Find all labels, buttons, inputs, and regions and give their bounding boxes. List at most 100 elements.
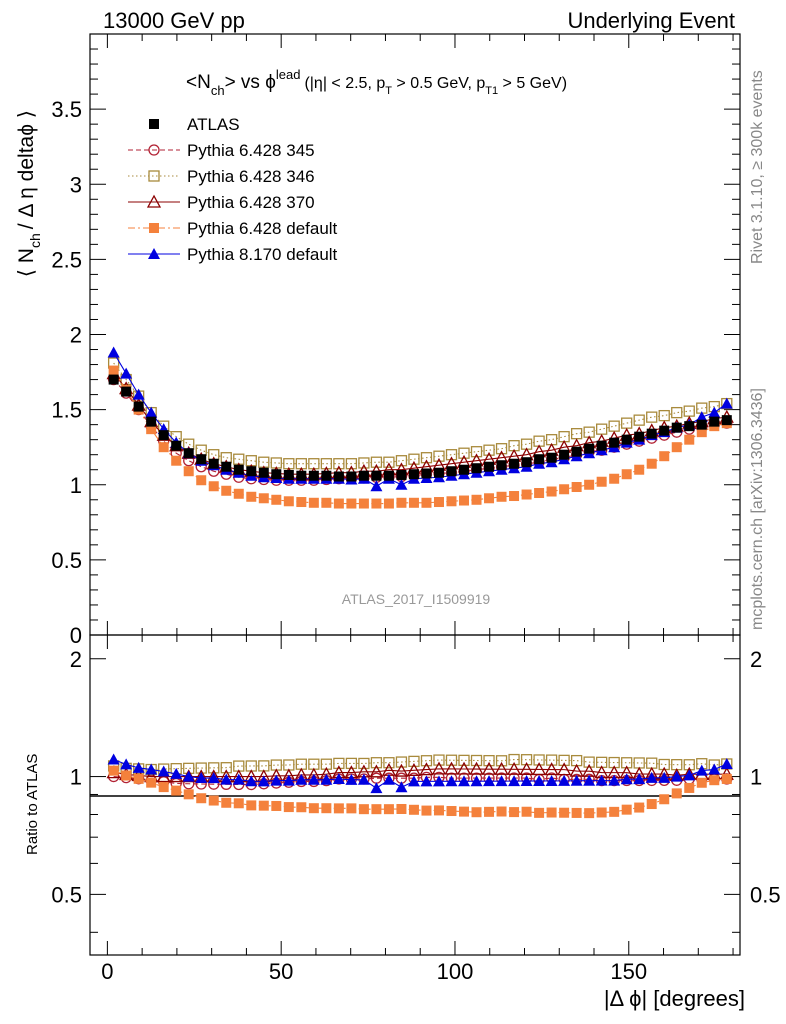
legend-label: Pythia 6.428 370 xyxy=(187,193,315,212)
legend-item: ATLAS xyxy=(149,115,240,134)
ratio-point xyxy=(645,771,658,783)
ratio-point xyxy=(495,775,508,787)
data-point xyxy=(120,367,133,379)
data-point xyxy=(145,406,158,418)
data-point xyxy=(659,451,670,462)
data-point xyxy=(534,488,545,499)
ratio-point xyxy=(519,761,534,775)
data-point xyxy=(383,456,395,468)
data-point xyxy=(308,497,319,508)
data-point xyxy=(196,454,207,465)
ratio-point xyxy=(470,754,483,767)
data-point xyxy=(146,416,157,427)
data-point xyxy=(395,478,408,490)
data-point xyxy=(158,442,169,453)
ratio-point xyxy=(484,806,495,817)
legend-item: Pythia 6.428 default xyxy=(128,219,338,238)
ratio-point xyxy=(245,775,258,787)
mcplots-label: mcplots.cern.ch [arXiv:1306.3436] xyxy=(749,388,766,630)
ratio-point xyxy=(696,777,707,788)
data-point xyxy=(433,497,444,508)
ratio-point xyxy=(557,762,572,776)
data-point xyxy=(233,464,244,475)
data-point xyxy=(345,458,358,470)
ratio-point xyxy=(720,757,733,769)
ratio-point xyxy=(633,773,646,785)
data-point xyxy=(433,450,445,462)
series-atlas xyxy=(108,374,732,482)
ratio-point xyxy=(444,761,459,775)
ratio-series xyxy=(106,753,734,819)
ratio-point xyxy=(558,774,571,786)
ratio-point xyxy=(182,770,195,782)
ratio-point xyxy=(333,803,344,814)
ratio-point xyxy=(406,762,422,776)
data-point xyxy=(633,414,645,426)
y-tick-label: 0 xyxy=(70,623,82,648)
ratio-point xyxy=(671,788,682,799)
data-point xyxy=(521,489,532,500)
data-point xyxy=(408,497,419,508)
ratio-panel-frame xyxy=(89,634,741,956)
y-tick-label: 2 xyxy=(70,323,82,348)
ratio-point xyxy=(183,789,194,800)
data-point xyxy=(471,463,482,474)
data-point xyxy=(132,388,145,400)
ratio-point xyxy=(483,775,496,787)
data-point xyxy=(296,470,307,481)
data-point xyxy=(671,422,682,433)
ratio-point xyxy=(584,808,595,819)
data-point xyxy=(308,470,319,481)
data-point xyxy=(208,481,219,492)
data-point xyxy=(258,467,269,478)
ratio-point xyxy=(559,807,570,818)
ratio-point xyxy=(346,803,357,814)
ratio-point xyxy=(658,758,670,771)
ratio-y-tick-label-right: 0.5 xyxy=(750,882,781,907)
legend-label: Pythia 6.428 default xyxy=(187,219,338,238)
ratio-point xyxy=(634,802,645,813)
data-point xyxy=(108,374,119,385)
data-point xyxy=(296,497,307,508)
ratio-point xyxy=(208,795,219,806)
data-point xyxy=(483,444,495,456)
data-point xyxy=(108,365,119,376)
legend-marker xyxy=(149,119,159,129)
ratio-point xyxy=(320,773,333,785)
ratio-point xyxy=(358,804,369,815)
watermark: ATLAS_2017_I1509919 xyxy=(342,591,491,607)
y-tick-label: 1 xyxy=(70,473,82,498)
legend-marker xyxy=(149,223,159,233)
data-point xyxy=(183,466,194,477)
ratio-point xyxy=(533,754,545,766)
ratio-point xyxy=(571,807,582,818)
x-tick-label: 100 xyxy=(437,959,474,984)
ratio-point xyxy=(469,761,484,775)
data-point xyxy=(621,434,632,445)
data-point xyxy=(509,458,520,469)
data-point xyxy=(246,466,257,477)
data-point xyxy=(458,447,470,459)
data-point xyxy=(546,486,557,497)
ratio-point xyxy=(709,775,720,786)
ratio-point xyxy=(383,757,395,769)
ratio-point xyxy=(333,757,345,770)
ratio-point xyxy=(419,762,434,776)
ratio-point xyxy=(371,804,382,815)
data-point xyxy=(420,452,433,464)
ratio-point xyxy=(481,761,497,775)
ratio-point xyxy=(370,757,383,769)
chart-title: <Nch> vs ϕlead(|η| < 2.5, pT > 0.5 GeV, … xyxy=(186,67,567,98)
ratio-point xyxy=(545,774,558,786)
ratio-point xyxy=(520,754,533,766)
ratio-point xyxy=(458,775,471,787)
ratio-point xyxy=(583,774,596,786)
data-point xyxy=(358,498,369,509)
ratio-series-pythia-8-170-default xyxy=(107,753,733,794)
data-point xyxy=(470,446,483,458)
ratio-point xyxy=(620,773,633,785)
ratio-point xyxy=(658,771,671,783)
ratio-point xyxy=(683,769,696,781)
series-line xyxy=(113,362,727,465)
legend: ATLAS Pythia 6.428 345 Pythia 6.428 346 Pyt… xyxy=(128,115,338,264)
